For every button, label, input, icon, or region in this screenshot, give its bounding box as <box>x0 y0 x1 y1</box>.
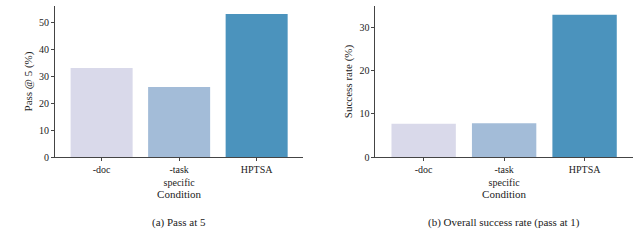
svg-text:(a) Pass at 5: (a) Pass at 5 <box>152 216 206 229</box>
svg-text:HPTSA: HPTSA <box>569 164 601 175</box>
svg-text:HPTSA: HPTSA <box>241 164 273 175</box>
svg-text:20: 20 <box>359 65 369 76</box>
svg-text:30: 30 <box>359 22 369 33</box>
svg-text:Success rate (%): Success rate (%) <box>342 45 355 119</box>
svg-text:-taskspecific: -taskspecific <box>164 164 196 188</box>
svg-text:40: 40 <box>39 44 49 55</box>
svg-text:50: 50 <box>39 17 49 28</box>
svg-text:30: 30 <box>39 71 49 82</box>
svg-text:Condition: Condition <box>157 188 202 200</box>
svg-text:10: 10 <box>359 108 369 119</box>
svg-text:20: 20 <box>39 98 49 109</box>
svg-text:0: 0 <box>44 152 49 163</box>
svg-text:-taskspecific: -taskspecific <box>489 164 521 188</box>
svg-text:Pass @ 5 (%): Pass @ 5 (%) <box>22 51 35 111</box>
svg-text:-doc: -doc <box>93 164 111 175</box>
svg-text:0: 0 <box>364 152 369 163</box>
svg-text:10: 10 <box>39 125 49 136</box>
svg-text:-doc: -doc <box>415 164 433 175</box>
svg-text:(b) Overall success rate (pass: (b) Overall success rate (pass at 1) <box>428 216 580 229</box>
svg-text:Condition: Condition <box>482 188 527 200</box>
